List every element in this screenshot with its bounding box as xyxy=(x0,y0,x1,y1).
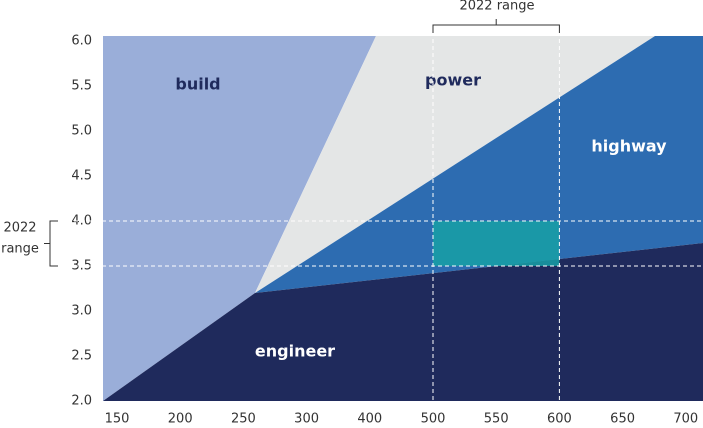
y-tick-label: 3.0 xyxy=(71,304,92,319)
region-label: engineer xyxy=(255,342,335,361)
x-tick-label: 250 xyxy=(231,412,256,427)
region-label: build xyxy=(175,75,220,94)
x-tick-label: 650 xyxy=(610,412,635,427)
x-tick-label: 300 xyxy=(294,412,319,427)
y-tick-label: 2.5 xyxy=(71,349,92,364)
x-tick-label: 600 xyxy=(547,412,572,427)
highlight xyxy=(433,221,560,266)
x-tick-label: 200 xyxy=(168,412,193,427)
region-highway xyxy=(255,36,703,293)
region-label: highway xyxy=(591,137,667,156)
x-tick-label: 500 xyxy=(421,412,446,427)
annotation: range xyxy=(1,242,39,257)
y-tick-label: 2.0 xyxy=(71,394,92,409)
annotation: 2022 range xyxy=(459,0,534,14)
x-tick-label: 400 xyxy=(357,412,382,427)
x-tick-label: 700 xyxy=(673,412,698,427)
annotation: 2022 xyxy=(3,221,36,236)
region-build xyxy=(103,36,376,401)
region-engineer xyxy=(103,243,703,401)
y-tick-label: 4.5 xyxy=(71,169,92,184)
x-tick-label: 550 xyxy=(484,412,509,427)
region-label: power xyxy=(425,71,481,90)
y-tick-label: 5.0 xyxy=(71,124,92,139)
y-tick-label: 6.0 xyxy=(71,34,92,49)
y-tick-label: 5.5 xyxy=(71,79,92,94)
bracket xyxy=(44,220,58,267)
bracket xyxy=(432,19,560,33)
x-tick-label: 150 xyxy=(105,412,130,427)
